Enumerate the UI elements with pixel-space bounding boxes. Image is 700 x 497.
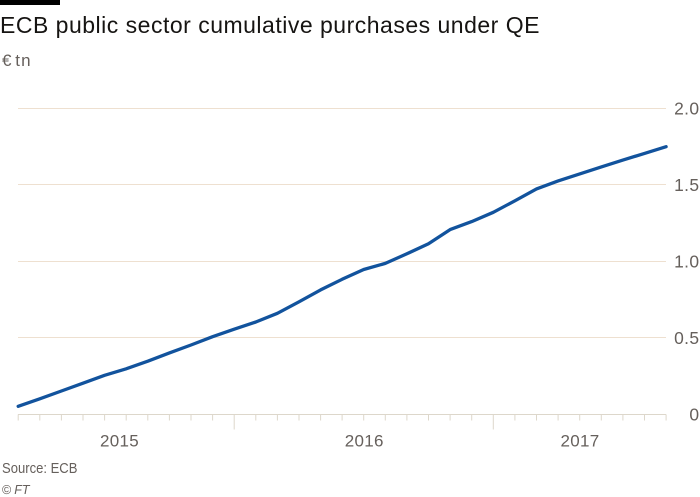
svg-text:1.5: 1.5 [674, 175, 699, 195]
svg-text:2.0: 2.0 [674, 99, 699, 119]
svg-text:0: 0 [689, 405, 699, 425]
svg-text:0.5: 0.5 [674, 328, 699, 348]
svg-text:2015: 2015 [100, 431, 139, 450]
svg-text:2017: 2017 [560, 431, 599, 450]
svg-text:2016: 2016 [345, 431, 384, 450]
svg-text:1.0: 1.0 [674, 252, 699, 272]
